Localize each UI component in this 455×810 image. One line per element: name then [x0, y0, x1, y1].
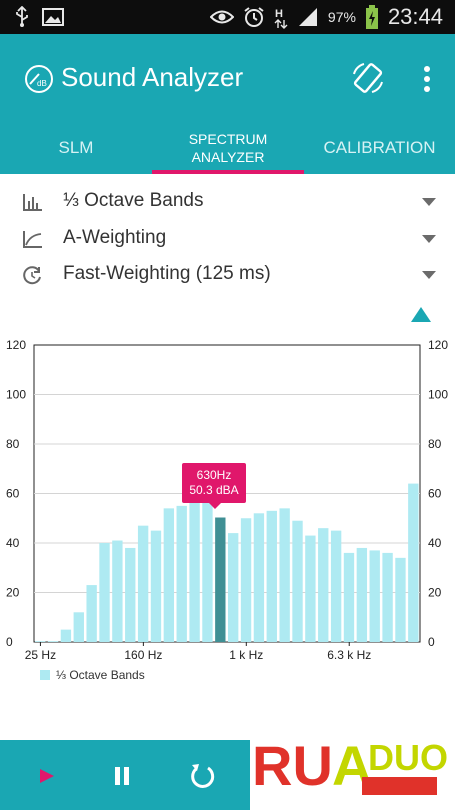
bar[interactable] [99, 543, 110, 642]
tooltip-level: 50.3 dBA [189, 483, 239, 497]
frequency-weighting-selector[interactable]: A-Weighting [0, 221, 455, 257]
y-tick-label-left: 80 [6, 437, 20, 451]
dropdown-arrow-icon [422, 271, 436, 279]
x-tick-label: 160 Hz [124, 648, 162, 662]
logo-text: dB [37, 79, 47, 88]
bar[interactable] [305, 535, 316, 642]
bar[interactable] [356, 547, 368, 642]
y-tick-label-right: 80 [428, 437, 442, 451]
bar[interactable] [369, 550, 380, 642]
legend-label: ⅓ Octave Bands [56, 668, 145, 682]
y-tick-label-left: 100 [6, 388, 26, 402]
bar[interactable] [395, 557, 406, 642]
bar[interactable] [47, 641, 59, 642]
x-tick-label: 25 Hz [25, 648, 56, 662]
bar[interactable] [408, 483, 419, 642]
bar[interactable] [35, 641, 46, 642]
spectrum-chart: 0 0 20 20 40 40 60 60 80 80 100 100 120 120 25 Hz 160 H… [6, 338, 448, 682]
legend-swatch [40, 670, 50, 680]
bar[interactable] [330, 530, 342, 642]
y-tick-label-right: 60 [428, 487, 442, 501]
y-tick-label-right: 20 [428, 586, 442, 600]
db-logo-icon: dB [25, 65, 53, 93]
time-weighting-selector[interactable]: Fast-Weighting (125 ms) [0, 257, 455, 293]
bar[interactable] [240, 518, 252, 642]
playback-controls [0, 740, 250, 810]
y-tick-label-right: 0 [428, 635, 435, 649]
bar[interactable] [125, 547, 136, 642]
tab-slm[interactable]: SLM [0, 126, 152, 170]
bar-chart-icon [23, 194, 42, 211]
y-tick-label-left: 60 [6, 487, 20, 501]
bar[interactable] [228, 533, 239, 642]
tab-spectrum-label: SPECTRUM ANALYZER [188, 131, 268, 165]
y-tick-label-left: 120 [6, 338, 26, 352]
y-tick-label-left: 40 [6, 536, 20, 550]
more-vert-icon[interactable] [417, 64, 437, 94]
usb-icon [16, 6, 28, 27]
band-mode-selector[interactable]: ⅓ Octave Bands [0, 184, 455, 220]
bar[interactable] [137, 525, 149, 642]
bar[interactable] [318, 528, 329, 642]
active-tab-indicator [152, 170, 304, 174]
bar[interactable] [343, 552, 355, 642]
bar[interactable] [279, 508, 290, 642]
bar[interactable] [202, 500, 213, 642]
tab-spectrum-analyzer[interactable]: SPECTRUM ANALYZER [152, 126, 304, 170]
app-title: Sound Analyzer [61, 62, 244, 92]
status-bar: H 97% 23:44 [0, 0, 455, 34]
signal-icon [298, 8, 317, 26]
y-tick-label-right: 120 [428, 338, 448, 352]
clock-time: 23:44 [387, 4, 443, 29]
bar[interactable] [292, 520, 303, 642]
x-tick-label: 1 k Hz [229, 648, 263, 662]
svg-text:RU: RU [252, 734, 333, 797]
pause-icon[interactable] [106, 760, 138, 792]
dropdown-arrow-icon [422, 198, 436, 206]
y-tick-label-right: 100 [428, 388, 448, 402]
tab-calibration-label: CALIBRATION [323, 138, 436, 157]
bar[interactable] [86, 585, 97, 642]
dropdown-arrow-icon [422, 235, 436, 243]
selected-band-tooltip: 630Hz 50.3 dBA [182, 463, 246, 509]
y-tick-label-left: 0 [6, 635, 13, 649]
hplus-data-icon: H [274, 8, 288, 29]
frequency-weighting-label: A-Weighting [63, 227, 167, 248]
timer-icon [23, 266, 41, 285]
bar[interactable] [73, 612, 84, 642]
tab-calibration[interactable]: CALIBRATION [304, 126, 455, 170]
bar[interactable] [176, 505, 187, 642]
bar[interactable] [163, 508, 175, 642]
app-bar: dB Sound Analyzer SLM SPECTRUM ANALYZER … [0, 34, 455, 174]
bar-selected[interactable] [215, 517, 226, 642]
collapse-settings-icon[interactable] [411, 307, 431, 322]
watermark-logo: RU A DUO [250, 725, 455, 810]
y-tick-label-right: 40 [428, 536, 442, 550]
bar[interactable] [189, 495, 200, 642]
y-tick-label-left: 20 [6, 586, 20, 600]
svg-text:H: H [275, 8, 283, 20]
svg-text:DUO: DUO [368, 737, 448, 778]
tooltip-frequency: 630Hz [196, 468, 232, 482]
weighting-curve-icon [23, 231, 42, 248]
battery-percent: 97% [327, 9, 356, 25]
bar[interactable] [266, 510, 277, 642]
bar[interactable] [112, 540, 123, 642]
alarm-icon [244, 7, 264, 27]
eye-icon [209, 10, 234, 24]
gallery-icon [42, 8, 64, 26]
bar[interactable] [382, 552, 393, 642]
tab-slm-label: SLM [58, 138, 94, 157]
band-mode-label: ⅓ Octave Bands [63, 190, 204, 211]
screen-rotate-icon[interactable] [350, 60, 386, 96]
play-icon[interactable] [30, 760, 62, 792]
bar[interactable] [150, 530, 162, 642]
x-tick-label: 6.3 k Hz [327, 648, 371, 662]
bar[interactable] [60, 629, 72, 642]
reset-icon[interactable] [186, 760, 218, 792]
battery-charging-icon [365, 5, 378, 29]
time-weighting-label: Fast-Weighting (125 ms) [63, 263, 271, 284]
bar[interactable] [253, 513, 265, 642]
